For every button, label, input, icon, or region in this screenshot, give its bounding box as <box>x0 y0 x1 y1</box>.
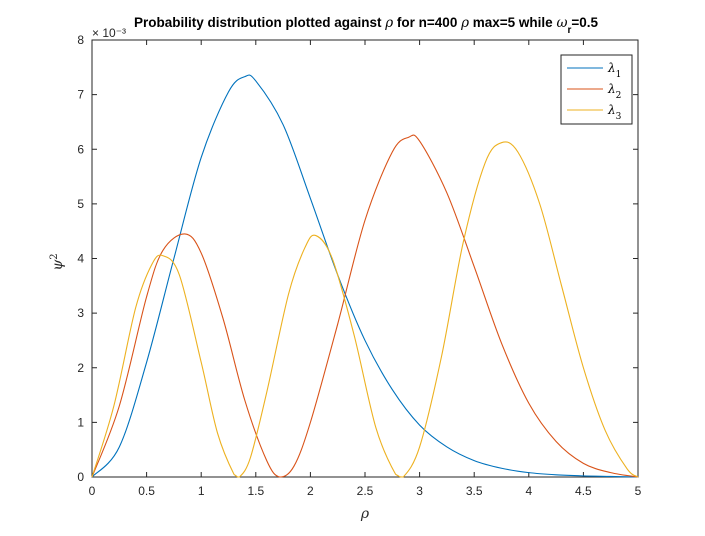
x-tick-label: 4.5 <box>575 484 592 498</box>
y-axis-label: ψ2 <box>49 253 67 270</box>
chart-title: Probability distribution plotted against… <box>134 15 599 36</box>
y-tick-label: 1 <box>77 415 84 429</box>
plot-area <box>91 39 639 478</box>
y-tick-label: 2 <box>77 361 84 375</box>
y-tick-label: 0 <box>77 470 84 484</box>
x-tick-label: 2.5 <box>357 484 374 498</box>
y-tick-label: 7 <box>77 88 84 102</box>
legend: λ1 λ2 λ3 <box>560 54 633 125</box>
x-tick-label: 2 <box>307 484 314 498</box>
x-tick-label: 3.5 <box>466 484 483 498</box>
series-line-lambda2 <box>91 134 639 478</box>
y-tick-label: 4 <box>77 252 84 266</box>
x-tick-label: 4 <box>525 484 532 498</box>
x-tick-label: 0.5 <box>138 484 155 498</box>
plot-frame <box>91 39 639 478</box>
legend-label-lambda3: λ3 <box>607 103 622 122</box>
y-tick-label: 8 <box>77 33 84 47</box>
x-axis: 0 0.5 1 1.5 2 2.5 3 3.5 4 4.5 5 <box>89 40 642 498</box>
x-tick-label: 3 <box>416 484 423 498</box>
y-tick-label: 3 <box>77 306 84 320</box>
y-tick-label: 5 <box>77 197 84 211</box>
x-axis-label: ρ <box>360 506 370 522</box>
legend-label-lambda2: λ2 <box>607 82 621 101</box>
series-layer <box>91 74 639 478</box>
legend-label-lambda1: λ1 <box>607 61 621 80</box>
x-tick-label: 1 <box>198 484 205 498</box>
x-tick-label: 5 <box>635 484 642 498</box>
y-tick-label: 6 <box>77 142 84 156</box>
y-exponent-label: × 10⁻³ <box>92 26 126 40</box>
y-axis: 0 1 2 3 4 5 6 7 8 <box>77 33 638 484</box>
x-tick-label: 0 <box>89 484 96 498</box>
series-line-lambda3 <box>91 141 639 478</box>
x-tick-label: 1.5 <box>247 484 264 498</box>
